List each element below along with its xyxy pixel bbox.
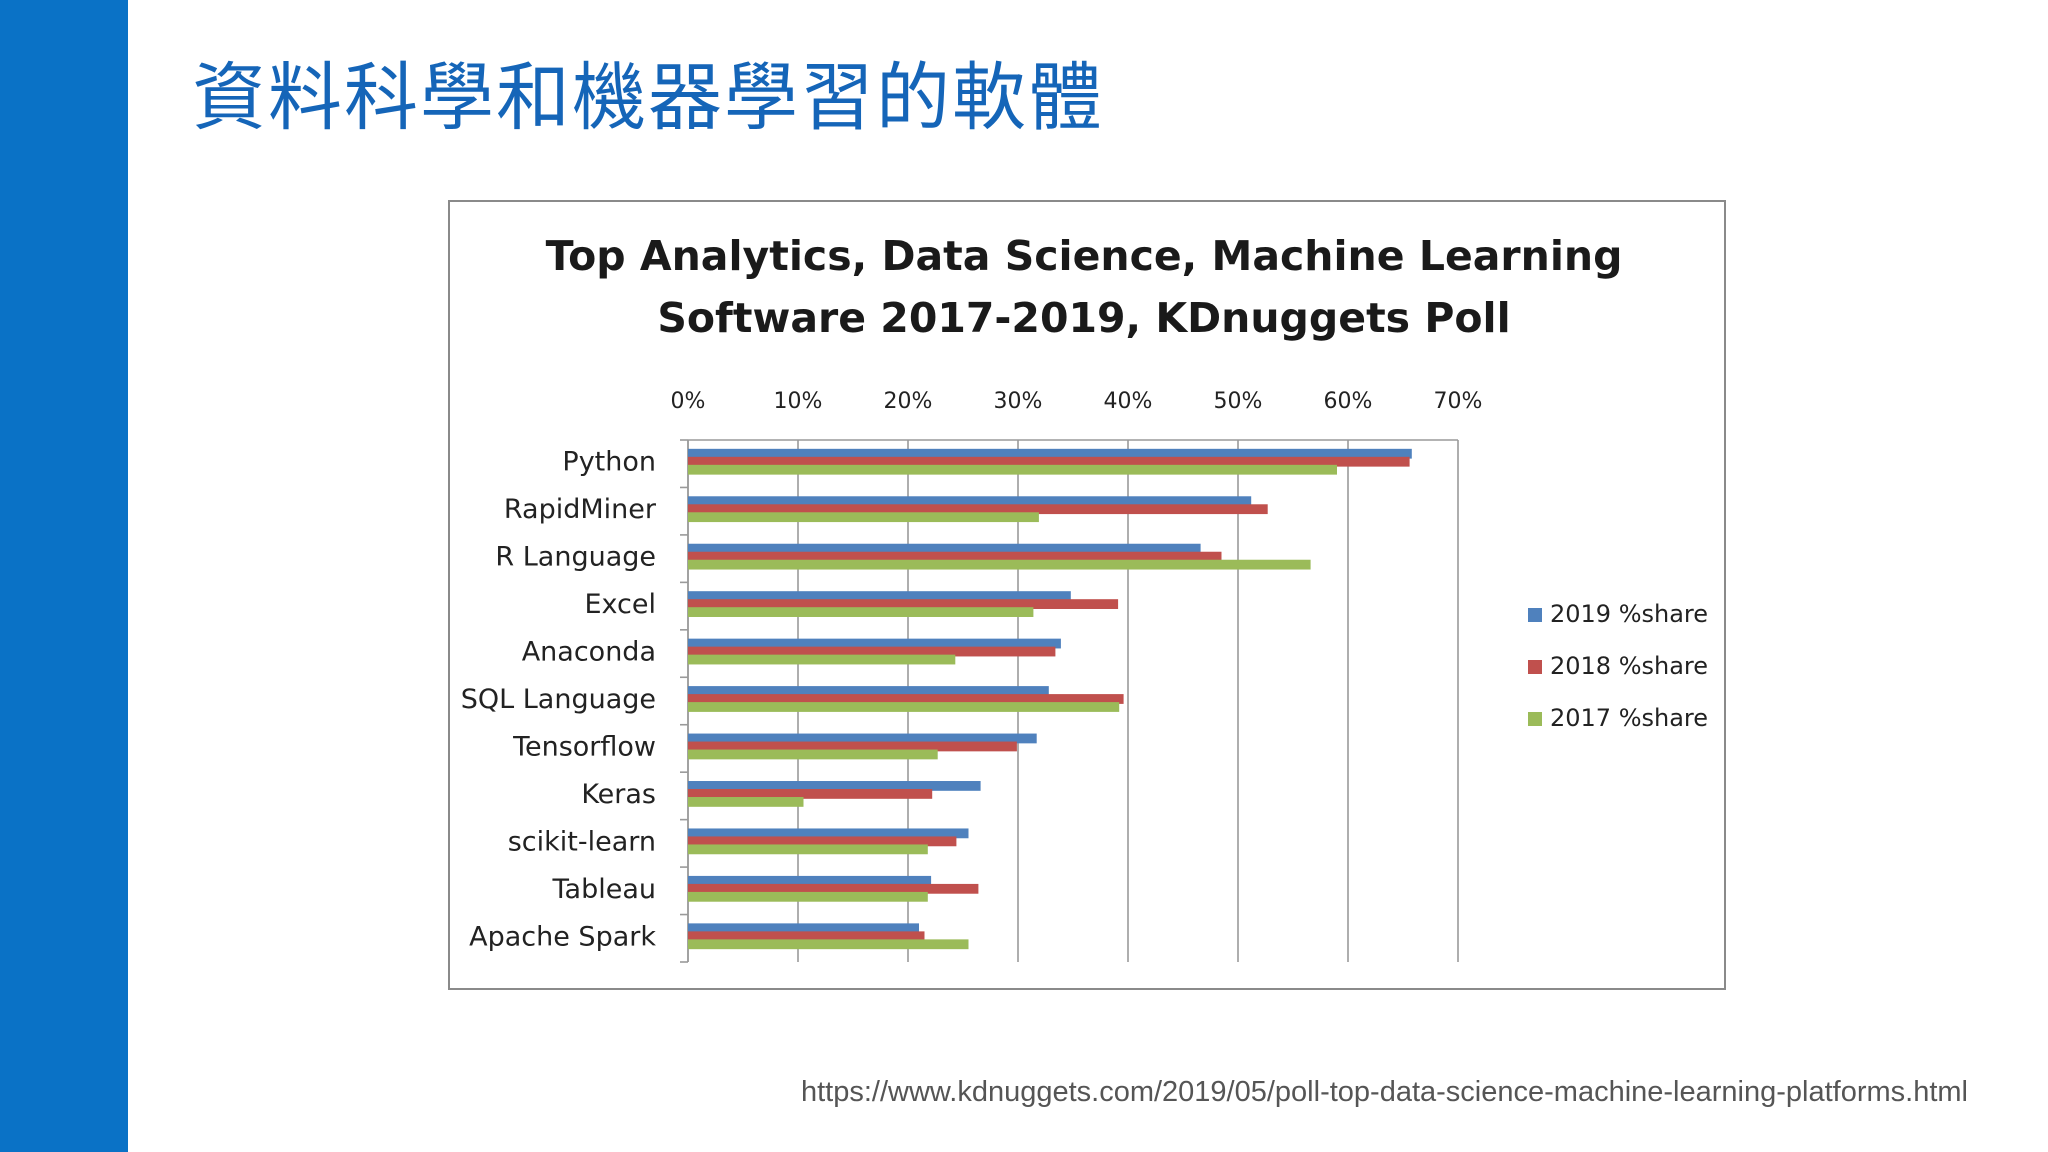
bar (688, 939, 969, 950)
chart-title-line-1: Top Analytics, Data Science, Machine Lea… (546, 232, 1623, 280)
bar (688, 654, 956, 665)
x-tick-label: 10% (774, 389, 823, 414)
x-tick-label: 0% (671, 389, 706, 414)
legend-swatch (1528, 712, 1542, 726)
x-tick-label: 30% (994, 389, 1043, 414)
bar (688, 543, 1201, 554)
bar (688, 599, 1119, 609)
bar (688, 789, 933, 799)
bar (688, 741, 1017, 752)
category-labels: Python RapidMiner R Language Excel Anaconda S… (461, 447, 657, 953)
bar (688, 464, 1337, 475)
x-tick-label: 20% (884, 389, 933, 414)
category-label: Apache Spark (469, 921, 656, 952)
x-tick-label: 70% (1434, 389, 1483, 414)
category-label: Excel (584, 589, 656, 620)
x-tick-label: 40% (1104, 389, 1153, 414)
category-label: Tableau (552, 874, 656, 905)
bar (688, 733, 1037, 744)
category-label: scikit-learn (508, 826, 656, 857)
category-label: SQL Language (461, 684, 656, 715)
category-label: Keras (581, 779, 656, 810)
bar (688, 836, 957, 847)
bar (688, 749, 938, 760)
slide-title: 資料科學和機器學習的軟體 (192, 55, 1104, 141)
bar (688, 504, 1268, 515)
chart-frame: Top Analytics, Data Science, Machine Lea… (448, 200, 1726, 990)
bar (688, 591, 1071, 601)
legend-label: 2018 %share (1550, 652, 1708, 680)
x-tick-label: 60% (1324, 389, 1373, 414)
bar (688, 891, 928, 902)
bar (688, 923, 919, 934)
source-url: https://www.kdnuggets.com/2019/05/poll-t… (800, 1076, 1968, 1108)
legend: 2019 %share 2018 %share 2017 %share (1528, 600, 1708, 732)
bar (688, 781, 981, 791)
bar (688, 646, 1056, 657)
bar (688, 559, 1311, 570)
bar (688, 456, 1410, 467)
legend-label: 2017 %share (1550, 704, 1708, 732)
bar (688, 875, 932, 886)
bar (688, 931, 925, 942)
chart-title-line-2: Software 2017-2019, KDnuggets Poll (657, 294, 1510, 342)
bar (688, 448, 1412, 459)
bar (688, 844, 928, 855)
bar (688, 702, 1120, 712)
x-tick-label: 50% (1214, 389, 1263, 414)
bar (688, 828, 969, 839)
bar (688, 512, 1039, 523)
bar (688, 797, 804, 807)
bar-chart: Top Analytics, Data Science, Machine Lea… (461, 232, 1708, 963)
legend-swatch (1528, 660, 1542, 674)
category-label: RapidMiner (504, 494, 657, 525)
side-accent-bar (0, 0, 128, 1152)
x-axis-ticks: 0% 10% 20% 30% 40% 50% 60% 70% (671, 389, 1483, 414)
bar (688, 883, 979, 894)
bar (688, 686, 1049, 696)
bar (688, 607, 1034, 617)
category-label: Tensorflow (512, 731, 656, 762)
category-label: Python (562, 447, 656, 478)
bar (688, 551, 1222, 562)
legend-label: 2019 %share (1550, 600, 1708, 628)
bar (688, 638, 1061, 649)
bars (688, 448, 1412, 950)
bar (688, 694, 1124, 704)
bar (688, 496, 1252, 507)
category-label: R Language (495, 542, 656, 573)
legend-swatch (1528, 608, 1542, 622)
category-label: Anaconda (522, 637, 656, 668)
